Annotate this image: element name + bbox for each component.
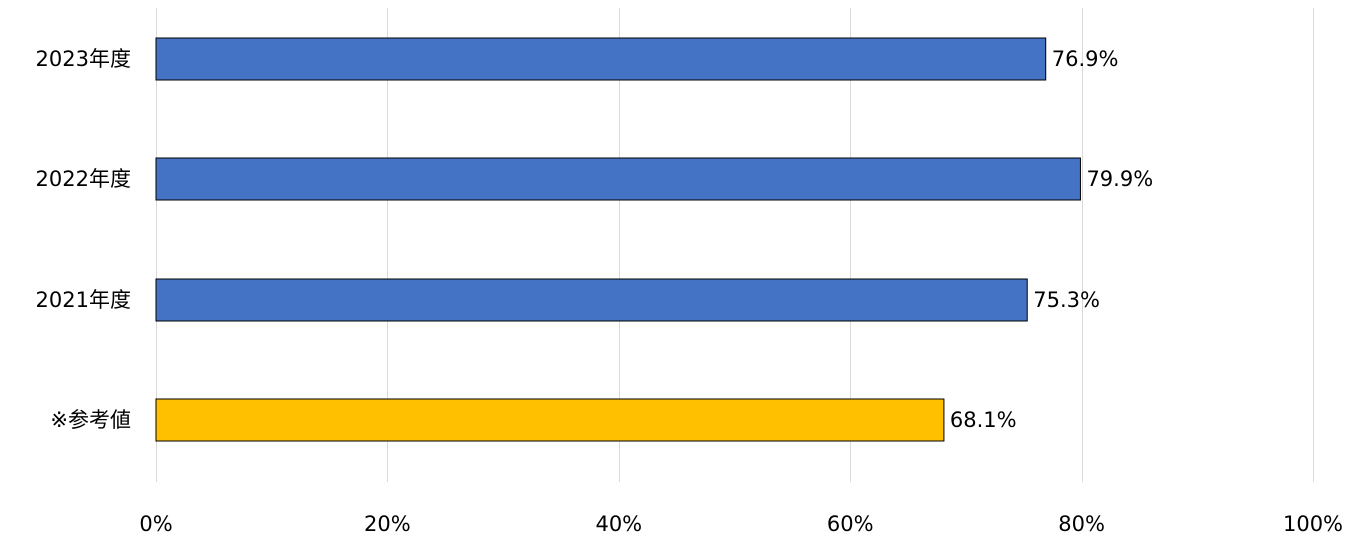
- x-tick-label-80: 80%: [1058, 512, 1105, 536]
- value-label-0: 76.9%: [1052, 47, 1119, 71]
- x-tick-label-40: 40%: [595, 512, 642, 536]
- x-tick-label-100: 100%: [1283, 512, 1343, 536]
- bar-2: [155, 278, 1028, 322]
- value-labels: 76.9% 79.9% 75.3% 68.1%: [950, 47, 1153, 432]
- category-label-3: ※参考値: [50, 408, 131, 432]
- category-label-2: 2021年度: [36, 288, 131, 312]
- value-label-3: 68.1%: [950, 408, 1017, 432]
- bars: [155, 37, 1081, 442]
- x-tick-label-0: 0%: [139, 512, 172, 536]
- bar-1: [155, 157, 1081, 201]
- x-axis-tick-labels: 0% 20% 40% 60% 80% 100%: [139, 512, 1343, 536]
- category-labels: 2023年度 2022年度 2021年度 ※参考値: [36, 47, 131, 432]
- x-tick-label-60: 60%: [827, 512, 874, 536]
- value-label-1: 79.9%: [1086, 167, 1153, 191]
- category-label-1: 2022年度: [36, 167, 131, 191]
- bar-0: [155, 37, 1047, 81]
- bar-3: [155, 398, 945, 442]
- value-label-2: 75.3%: [1033, 288, 1100, 312]
- category-label-0: 2023年度: [36, 47, 131, 71]
- x-tick-label-20: 20%: [364, 512, 411, 536]
